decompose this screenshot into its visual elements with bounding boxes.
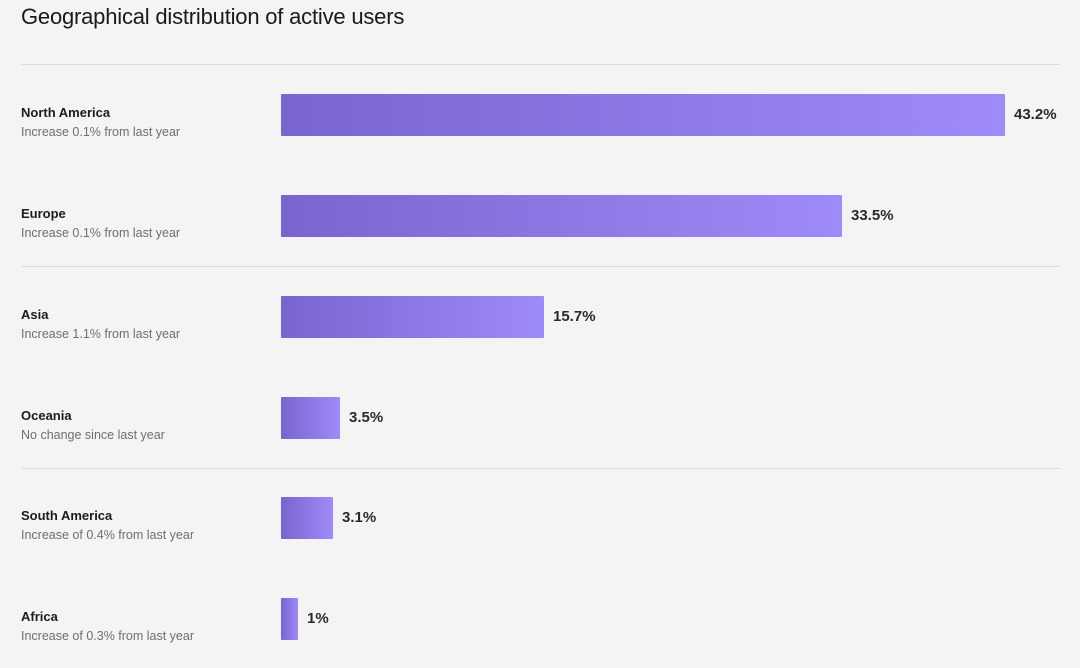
bar-track: 33.5% xyxy=(281,195,1005,237)
bar xyxy=(281,598,298,640)
row-label: Europe Increase 0.1% from last year xyxy=(21,205,271,243)
region-name: Asia xyxy=(21,307,49,322)
bar xyxy=(281,195,842,237)
region-change-note: Increase 0.1% from last year xyxy=(21,125,181,139)
region-name: North America xyxy=(21,105,111,120)
region-change-note: Increase 0.1% from last year xyxy=(21,226,181,240)
bar xyxy=(281,94,1005,136)
bar-track: 43.2% xyxy=(281,94,1057,136)
region-name: Europe xyxy=(21,206,66,221)
region-change-note: No change since last year xyxy=(21,428,165,442)
bar-value-label: 3.1% xyxy=(342,509,377,526)
bar-track: 1% xyxy=(281,598,1005,640)
chart-row: North America Increase 0.1% from last yea… xyxy=(0,94,1080,164)
bar-track: 3.1% xyxy=(281,497,1005,539)
bar-value-label: 15.7% xyxy=(553,308,596,325)
region-name: Africa xyxy=(21,609,58,624)
chart-row: South America Increase of 0.4% from last … xyxy=(0,497,1080,567)
region-change-note: Increase of 0.3% from last year xyxy=(21,629,194,643)
bar xyxy=(281,397,340,439)
bar xyxy=(281,296,544,338)
bar-track: 15.7% xyxy=(281,296,1005,338)
chart-row: Oceania No change since last year 3.5% xyxy=(0,397,1080,467)
chart-row: Africa Increase of 0.3% from last year 1% xyxy=(0,598,1080,668)
bar-track: 3.5% xyxy=(281,397,1005,439)
region-name: Oceania xyxy=(21,408,72,423)
bar-value-label: 1% xyxy=(307,610,329,627)
bar xyxy=(281,497,333,539)
region-change-note: Increase of 0.4% from last year xyxy=(21,528,194,542)
chart-row: Europe Increase 0.1% from last year 33.5% xyxy=(0,195,1080,265)
region-name: South America xyxy=(21,508,113,523)
bar-value-label: 43.2% xyxy=(1014,106,1057,123)
page-title: Geographical distribution of active user… xyxy=(21,4,405,29)
row-label: North America Increase 0.1% from last yea… xyxy=(21,104,271,142)
chart-row: Asia Increase 1.1% from last year 15.7% xyxy=(0,296,1080,366)
row-label: Africa Increase of 0.3% from last year xyxy=(21,608,271,646)
section-divider xyxy=(22,266,1060,267)
bar-value-label: 33.5% xyxy=(851,207,894,224)
bar-value-label: 3.5% xyxy=(349,409,384,426)
row-label: Oceania No change since last year xyxy=(21,407,271,445)
section-divider xyxy=(22,64,1060,65)
row-label: Asia Increase 1.1% from last year xyxy=(21,306,271,344)
section-divider xyxy=(22,468,1060,469)
row-label: South America Increase of 0.4% from last … xyxy=(21,507,271,545)
region-change-note: Increase 1.1% from last year xyxy=(21,327,181,341)
